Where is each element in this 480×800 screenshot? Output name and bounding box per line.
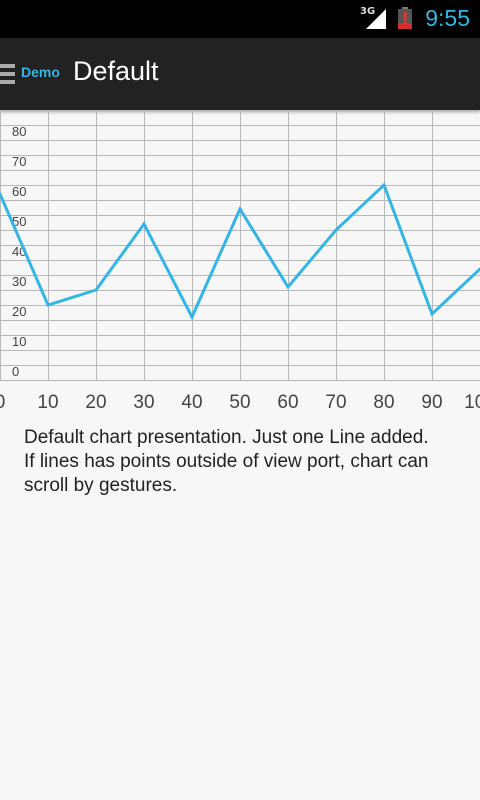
x-tick-label: 0	[0, 392, 5, 413]
data-point	[239, 208, 242, 211]
description-line-2: If lines has points outside of view port…	[24, 450, 464, 498]
data-point	[431, 313, 434, 316]
chart-canvas[interactable]: 0102030405060708090010203040506070809010…	[0, 110, 480, 430]
description-line-1: Default chart presentation. Just one Lin…	[24, 426, 464, 450]
y-tick-label: 0	[12, 364, 19, 379]
action-bar: Demo Default	[0, 38, 480, 110]
data-point	[47, 304, 50, 307]
y-tick-label: 80	[12, 124, 26, 139]
data-point	[287, 286, 290, 289]
y-tick-label: 20	[12, 304, 26, 319]
x-tick-label: 80	[373, 392, 394, 413]
x-tick-label: 10	[37, 392, 58, 413]
data-point	[143, 223, 146, 226]
data-point	[335, 229, 338, 232]
y-tick-label: 30	[12, 274, 26, 289]
chart-description: Default chart presentation. Just one Lin…	[24, 426, 464, 498]
data-point	[383, 184, 386, 187]
x-tick-label: 90	[421, 392, 442, 413]
data-point	[95, 289, 98, 292]
line-chart[interactable]: 0102030405060708090010203040506070809010…	[0, 110, 480, 430]
y-tick-label: 10	[12, 334, 26, 349]
x-tick-label: 30	[133, 392, 154, 413]
page-title: Default	[73, 56, 159, 87]
data-point	[191, 316, 194, 319]
status-bar: 3G 9:55	[0, 0, 480, 38]
app-logo[interactable]: Demo	[21, 64, 60, 80]
y-tick-label: 70	[12, 154, 26, 169]
battery-low-icon	[397, 7, 413, 29]
x-tick-label: 60	[277, 392, 298, 413]
x-tick-label: 50	[229, 392, 250, 413]
x-tick-label: 40	[181, 392, 202, 413]
navigation-drawer-icon[interactable]	[0, 61, 16, 87]
y-tick-label: 60	[12, 184, 26, 199]
x-tick-label: 100	[464, 392, 480, 413]
x-tick-label: 70	[325, 392, 346, 413]
x-tick-label: 20	[85, 392, 106, 413]
status-time: 9:55	[425, 5, 470, 32]
signal-strength-icon	[364, 9, 388, 31]
